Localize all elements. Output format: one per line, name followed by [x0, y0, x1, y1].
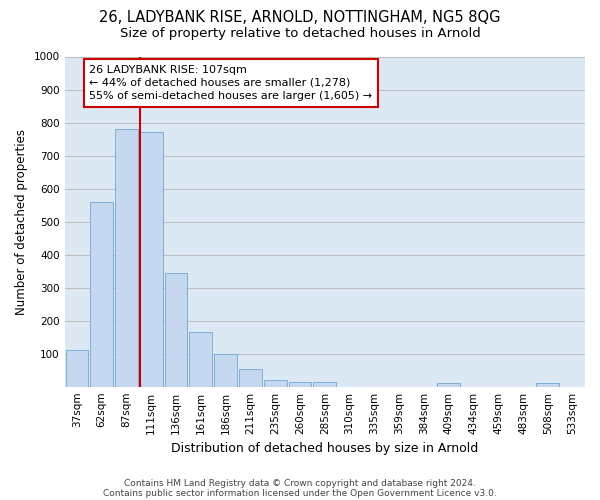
Y-axis label: Number of detached properties: Number of detached properties [15, 128, 28, 314]
Text: 26, LADYBANK RISE, ARNOLD, NOTTINGHAM, NG5 8QG: 26, LADYBANK RISE, ARNOLD, NOTTINGHAM, N… [99, 10, 501, 25]
Text: Size of property relative to detached houses in Arnold: Size of property relative to detached ho… [119, 28, 481, 40]
Bar [190, 332, 212, 386]
Bar [264, 380, 287, 386]
Bar [536, 384, 559, 386]
X-axis label: Distribution of detached houses by size in Arnold: Distribution of detached houses by size … [171, 442, 478, 455]
Text: Contains public sector information licensed under the Open Government Licence v3: Contains public sector information licen… [103, 488, 497, 498]
Bar [313, 382, 336, 386]
Bar [437, 384, 460, 386]
Bar [239, 368, 262, 386]
Bar [214, 354, 237, 386]
Bar [115, 129, 138, 386]
Bar [91, 202, 113, 386]
Bar [164, 273, 187, 386]
Text: Contains HM Land Registry data © Crown copyright and database right 2024.: Contains HM Land Registry data © Crown c… [124, 478, 476, 488]
Text: 26 LADYBANK RISE: 107sqm
← 44% of detached houses are smaller (1,278)
55% of sem: 26 LADYBANK RISE: 107sqm ← 44% of detach… [89, 65, 373, 101]
Bar [140, 132, 163, 386]
Bar [65, 350, 88, 387]
Bar [289, 382, 311, 386]
